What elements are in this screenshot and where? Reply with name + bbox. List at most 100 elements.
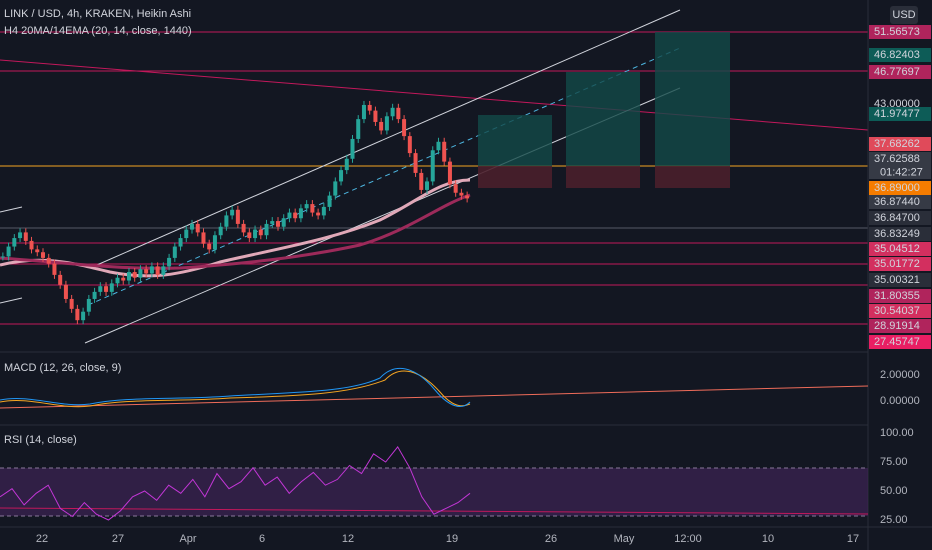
- price-label-bg: [869, 152, 931, 166]
- price-label: 35.04512: [874, 243, 920, 255]
- candle-body: [304, 204, 309, 209]
- candle-body: [281, 218, 286, 227]
- candle-body: [218, 226, 223, 236]
- candle-body: [0, 256, 5, 258]
- price-label: 36.89000: [874, 182, 920, 194]
- time-axis-label: 12: [342, 533, 354, 545]
- candle-body: [149, 266, 154, 274]
- candle-body: [184, 229, 189, 239]
- candle-body: [69, 298, 74, 309]
- candle-body: [172, 246, 177, 258]
- macd-axis-label: 2.00000: [880, 369, 920, 381]
- candle-body: [40, 252, 45, 258]
- candle-body: [339, 170, 344, 182]
- price-label-bg: [869, 319, 931, 333]
- price-label-bg: [869, 257, 931, 271]
- candle-body: [138, 269, 143, 278]
- candle-body: [230, 209, 235, 216]
- indicator-title: H4 20MA/14EMA (20, 14, close, 1440): [4, 25, 192, 37]
- candle-body: [18, 232, 23, 239]
- price-label-bg: [869, 25, 931, 39]
- price-label: 31.80355: [874, 290, 920, 302]
- candle-body: [52, 263, 57, 275]
- price-label: 43.00000: [874, 98, 920, 110]
- price-label-bg: [869, 289, 931, 303]
- rsi-title: RSI (14, close): [4, 434, 77, 446]
- time-axis-label: 26: [545, 533, 557, 545]
- candle-body: [350, 138, 355, 159]
- time-axis-label: 22: [36, 533, 48, 545]
- candle-body: [425, 181, 430, 190]
- macd-axis-label: 0.00000: [880, 395, 920, 407]
- candle-body: [144, 269, 149, 274]
- candle-body: [258, 229, 263, 236]
- price-label: 46.77697: [874, 66, 920, 78]
- candle-body: [247, 232, 252, 239]
- candle-body: [459, 192, 464, 196]
- price-label: 28.91914: [874, 320, 920, 332]
- candle-body: [321, 206, 326, 216]
- candle-body: [92, 291, 97, 299]
- rsi-axis-label: 50.00: [880, 485, 908, 497]
- candle-body: [235, 209, 240, 224]
- candle-body: [447, 161, 452, 185]
- candle-body: [298, 208, 303, 219]
- time-axis-label: 6: [259, 533, 265, 545]
- time-axis-label: 19: [446, 533, 458, 545]
- candle-body: [253, 229, 258, 239]
- rsi-line: [0, 446, 471, 521]
- candle-body: [453, 184, 458, 193]
- candle-body: [6, 246, 11, 257]
- candle-body: [58, 274, 63, 285]
- candle-body: [390, 107, 395, 117]
- candle-body: [212, 235, 217, 250]
- price-label: 36.87440: [874, 196, 920, 208]
- candle-body: [316, 212, 321, 216]
- candle-body: [275, 221, 280, 227]
- price-label-bg: [869, 304, 931, 318]
- candle-body: [46, 257, 51, 264]
- candle-body: [402, 119, 407, 137]
- candle-body: [287, 212, 292, 219]
- candle-body: [161, 266, 166, 275]
- candle-body: [224, 215, 229, 227]
- candle-body: [167, 257, 172, 267]
- candle-body: [29, 240, 34, 250]
- candle-body: [436, 141, 441, 151]
- time-axis-label: 17: [847, 533, 859, 545]
- candle-body: [86, 298, 91, 312]
- candle-body: [264, 223, 269, 236]
- price-label: 30.54037: [874, 305, 920, 317]
- candle-body: [109, 283, 114, 292]
- time-axis-label: May: [614, 533, 635, 545]
- candle-body: [356, 119, 361, 139]
- candle-body: [465, 195, 470, 199]
- candle-body: [81, 311, 86, 321]
- currency-label[interactable]: USD: [892, 9, 915, 21]
- candle-body: [132, 272, 137, 278]
- price-label-bg: [869, 181, 931, 195]
- time-axis-label: 12:00: [674, 533, 702, 545]
- rsi-axis-label: 25.00: [880, 514, 908, 526]
- candle-body: [310, 204, 315, 213]
- price-label-bg: [869, 107, 931, 121]
- price-label: 41.97477: [874, 108, 920, 120]
- candle-body: [407, 136, 412, 154]
- candle-body: [201, 232, 206, 244]
- rsi-axis-label: 100.00: [880, 427, 914, 439]
- candle-body: [333, 181, 338, 196]
- countdown: 01:42:27: [880, 166, 923, 178]
- countdown-bg: [869, 166, 931, 179]
- price-label: 36.84700: [874, 212, 920, 224]
- candle-body: [178, 238, 183, 247]
- candle-body: [104, 286, 109, 292]
- price-label: 37.62588: [874, 153, 920, 165]
- price-label-bg: [869, 335, 931, 349]
- candle-body: [241, 223, 246, 233]
- candle-body: [35, 249, 40, 253]
- currency-button[interactable]: [890, 6, 918, 24]
- candle-body: [121, 277, 126, 281]
- candle-body: [75, 308, 80, 321]
